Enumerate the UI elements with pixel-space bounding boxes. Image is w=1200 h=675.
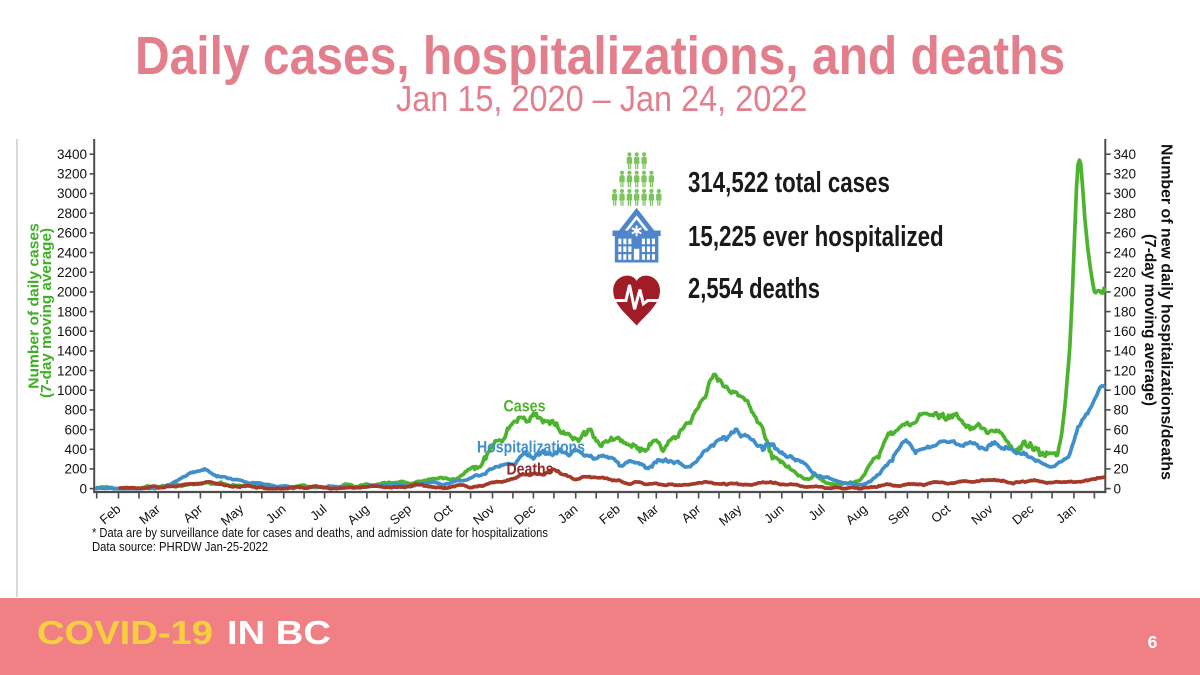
svg-text:2400: 2400 (57, 245, 87, 260)
svg-text:2200: 2200 (57, 265, 87, 280)
svg-text:60: 60 (1114, 422, 1129, 437)
svg-text:Deaths: Deaths (507, 461, 554, 479)
svg-text:Feb: Feb (97, 501, 124, 527)
svg-text:1800: 1800 (57, 304, 87, 319)
svg-text:200: 200 (1114, 285, 1137, 300)
svg-text:1600: 1600 (57, 324, 87, 339)
svg-text:140: 140 (1114, 344, 1137, 359)
svg-text:220: 220 (1114, 265, 1137, 280)
svg-text:120: 120 (1114, 363, 1137, 378)
svg-text:400: 400 (64, 442, 87, 457)
svg-text:(7-day moving average): (7-day moving average) (1141, 234, 1158, 406)
svg-text:Apr: Apr (180, 501, 206, 526)
svg-text:Number of daily cases: Number of daily cases (25, 223, 42, 389)
svg-text:Jan: Jan (1053, 501, 1079, 526)
svg-text:80: 80 (1114, 403, 1129, 418)
svg-text:40: 40 (1114, 442, 1129, 457)
svg-text:Oct: Oct (430, 501, 455, 526)
svg-text:Apr: Apr (678, 501, 704, 526)
svg-text:0: 0 (1114, 481, 1122, 496)
svg-text:1000: 1000 (57, 383, 87, 398)
svg-text:Nov: Nov (470, 501, 498, 528)
svg-text:Jun: Jun (761, 501, 787, 526)
svg-text:340: 340 (1114, 147, 1137, 162)
svg-text:280: 280 (1114, 206, 1137, 221)
svg-text:3400: 3400 (57, 147, 87, 162)
svg-text:Jul: Jul (307, 501, 329, 523)
svg-text:160: 160 (1114, 324, 1137, 339)
svg-text:Feb: Feb (596, 501, 623, 527)
svg-text:Number of new daily hospitaliz: Number of new daily hospitalizations/dea… (1158, 144, 1175, 480)
svg-text:Dec: Dec (1009, 501, 1037, 528)
svg-text:2600: 2600 (57, 226, 87, 241)
svg-text:320: 320 (1114, 167, 1137, 182)
svg-text:Jan: Jan (555, 501, 581, 526)
svg-text:Sep: Sep (885, 501, 912, 527)
svg-text:600: 600 (64, 422, 87, 437)
svg-text:Jul: Jul (805, 501, 827, 523)
svg-text:Sep: Sep (387, 501, 414, 527)
svg-text:0: 0 (79, 481, 87, 496)
svg-text:Aug: Aug (843, 501, 870, 527)
svg-text:180: 180 (1114, 304, 1137, 319)
svg-text:2800: 2800 (57, 206, 87, 221)
svg-text:300: 300 (1114, 186, 1137, 201)
svg-text:3200: 3200 (57, 167, 87, 182)
svg-text:Oct: Oct (928, 501, 953, 526)
svg-text:Cases: Cases (504, 398, 546, 416)
svg-text:2000: 2000 (57, 285, 87, 300)
svg-text:May: May (716, 501, 745, 529)
svg-text:800: 800 (64, 403, 87, 418)
svg-text:240: 240 (1114, 245, 1137, 260)
svg-text:Mar: Mar (136, 501, 163, 527)
svg-text:(7-day moving average): (7-day moving average) (38, 228, 55, 398)
svg-text:Hospitalizations: Hospitalizations (477, 439, 585, 457)
svg-text:260: 260 (1114, 226, 1137, 241)
svg-text:Dec: Dec (511, 501, 539, 528)
svg-text:Aug: Aug (344, 501, 371, 527)
svg-text:1200: 1200 (57, 363, 87, 378)
svg-text:Nov: Nov (968, 501, 996, 528)
svg-text:Jun: Jun (263, 501, 289, 526)
svg-text:1400: 1400 (57, 344, 87, 359)
svg-text:Mar: Mar (634, 501, 661, 527)
svg-text:3000: 3000 (57, 186, 87, 201)
svg-text:200: 200 (64, 462, 87, 477)
svg-text:20: 20 (1114, 462, 1129, 477)
svg-text:100: 100 (1114, 383, 1137, 398)
